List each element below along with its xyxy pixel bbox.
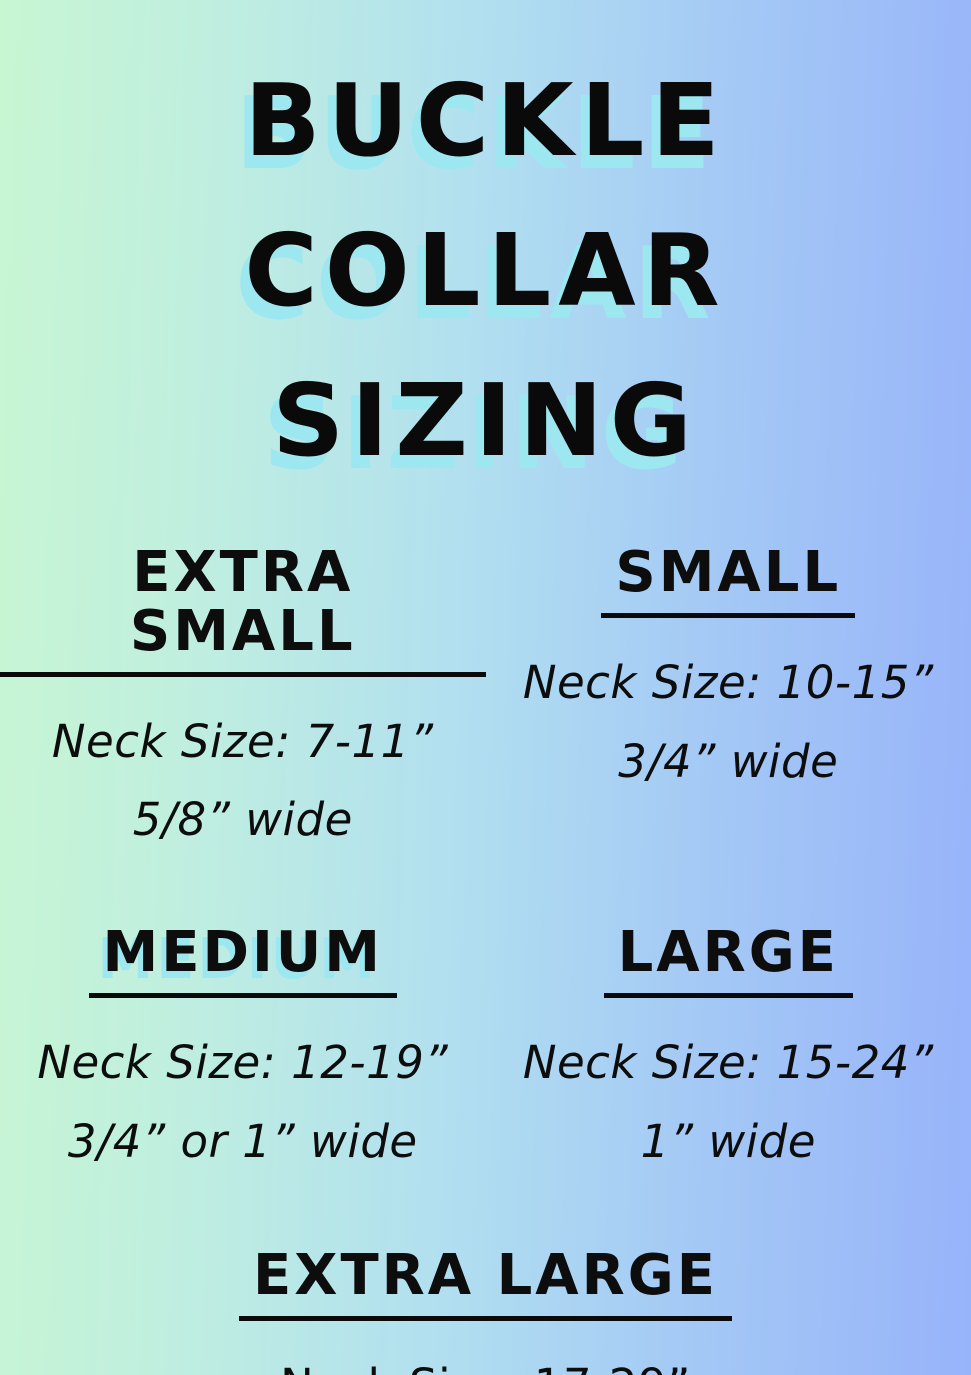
title-line-1: BUCKLE COLLAR (244, 62, 727, 329)
neck-size-text: Neck Size: 17-29” (0, 1347, 971, 1375)
size-section-small: SMALL Neck Size: 10-15” 3/4” wide (486, 543, 971, 860)
size-details-extra-small: Neck Size: 7-11” 5/8” wide (0, 703, 486, 861)
size-sections-grid: EXTRA SMALL Neck Size: 7-11” 5/8” wide S… (0, 543, 971, 1182)
neck-size-text: Neck Size: 7-11” (51, 714, 434, 768)
width-text: 1” wide (640, 1114, 816, 1168)
page-title: BUCKLE COLLAR SIZING (0, 0, 971, 496)
width-text: 5/8” wide (132, 793, 353, 847)
title-line-2: SIZING (272, 362, 699, 479)
width-text: 3/4” or 1” wide (67, 1114, 418, 1168)
width-text: 3/4” wide (618, 734, 839, 788)
size-details-medium: Neck Size: 12-19” 3/4” or 1” wide (0, 1024, 486, 1182)
size-heading-large: LARGE (603, 923, 853, 998)
size-section-medium: MEDIUM Neck Size: 12-19” 3/4” or 1” wide (0, 923, 486, 1182)
size-section-large: LARGE Neck Size: 15-24” 1” wide (486, 923, 971, 1182)
size-heading-extra-small: EXTRA SMALL (0, 543, 486, 677)
size-heading-small: SMALL (601, 543, 856, 618)
size-section-extra-large: EXTRA LARGE Neck Size: 17-29” 1” or 1.5”… (0, 1247, 971, 1375)
neck-size-text: Neck Size: 10-15” (522, 655, 934, 709)
size-details-small: Neck Size: 10-15” 3/4” wide (486, 644, 971, 802)
neck-size-text: Neck Size: 12-19” (37, 1035, 449, 1089)
size-heading-extra-large: EXTRA LARGE (239, 1247, 732, 1322)
size-heading-medium: MEDIUM (88, 923, 397, 998)
size-section-extra-small: EXTRA SMALL Neck Size: 7-11” 5/8” wide (0, 543, 486, 861)
size-details-extra-large: Neck Size: 17-29” 1” or 1.5” wide (0, 1347, 971, 1375)
neck-size-text: Neck Size: 15-24” (522, 1035, 934, 1089)
size-details-large: Neck Size: 15-24” 1” wide (486, 1024, 971, 1182)
